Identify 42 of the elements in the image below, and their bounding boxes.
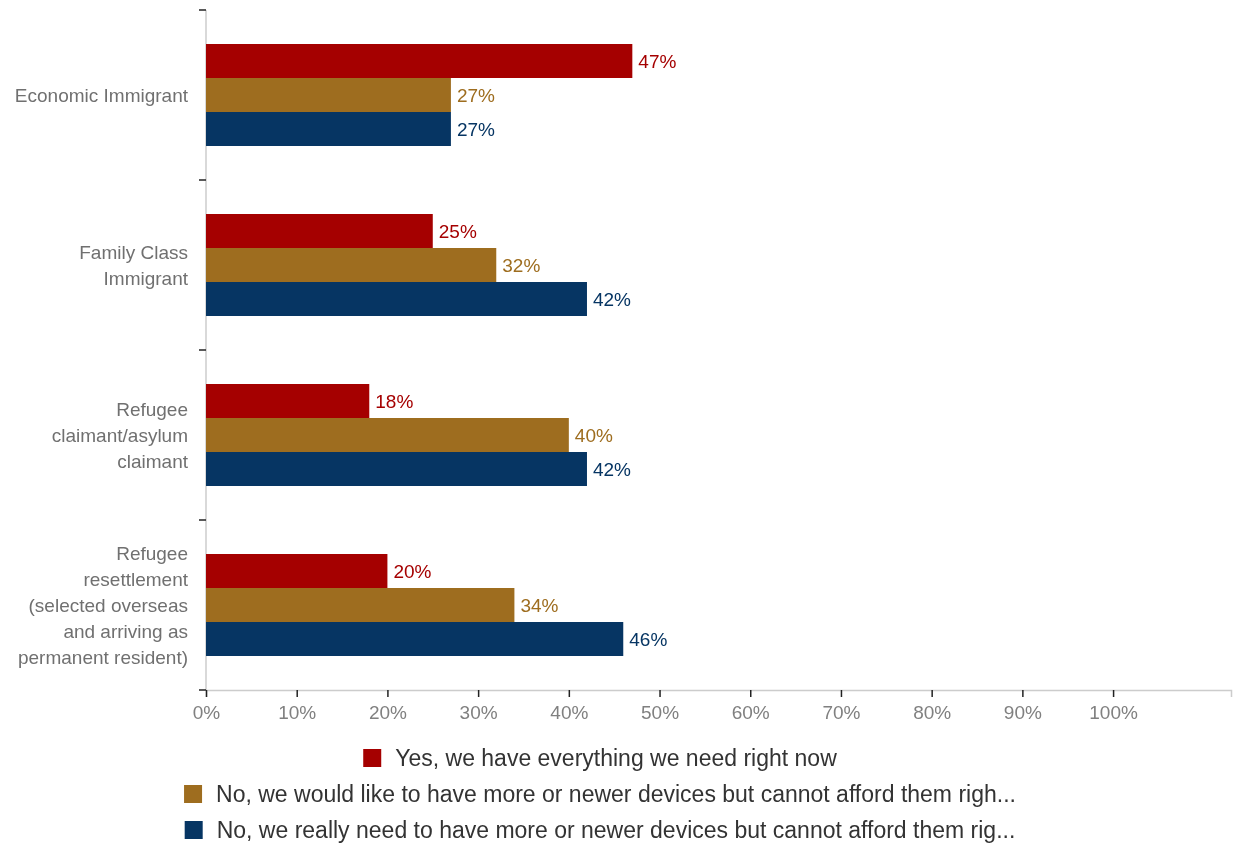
data-label: 25% [438,220,477,242]
legend-label: No, we really need to have more or newer devices but cannot afford them rig... [216,817,1016,844]
bar [206,622,624,656]
data-label: 40% [574,424,613,446]
data-label: 34% [520,594,559,616]
data-label: 20% [393,560,432,582]
x-tick-label: 100% [1089,702,1138,724]
bar [206,214,433,248]
data-label: 18% [375,390,414,412]
x-tick-label: 40% [550,702,589,724]
data-label: 32% [502,254,541,276]
y-tick-label: Economic Immigrant [14,84,189,106]
x-tick-label: 20% [368,702,408,724]
data-label: 27% [456,84,496,106]
x-tick-label: 10% [278,702,317,724]
data-label: 42% [592,288,632,310]
x-tick-label: 30% [459,702,498,724]
y-tick-label: Refugee claimant/asylum claimant [51,398,189,472]
legend-label: Yes, we have everything we need right now [395,745,838,772]
bar [206,248,497,282]
legend-label: No, we would like to have more or newer devices but cannot afford them righ... [216,781,1016,808]
bar [206,418,569,452]
data-label: 47% [638,50,677,72]
bar [206,282,587,316]
bar [206,112,451,146]
bar [206,554,388,588]
x-tick-label: 60% [731,702,770,724]
bar [206,588,515,622]
data-label: 46% [629,628,668,650]
y-tick-label: Family Class Immigrant [79,241,189,289]
bar [206,44,633,78]
x-tick-label: 50% [641,702,680,724]
x-tick-label: 90% [1003,702,1042,724]
bar [206,452,587,486]
x-tick-label: 70% [822,702,861,724]
bar [206,78,451,112]
x-tick-label: 80% [913,702,952,724]
bar [206,384,370,418]
data-label: 42% [592,458,632,480]
x-tick-label: 0% [192,702,221,724]
y-tick-label: Refugee resettlement (selected overseas and arriving as permanent resident) [17,542,189,668]
data-label: 27% [456,118,496,140]
